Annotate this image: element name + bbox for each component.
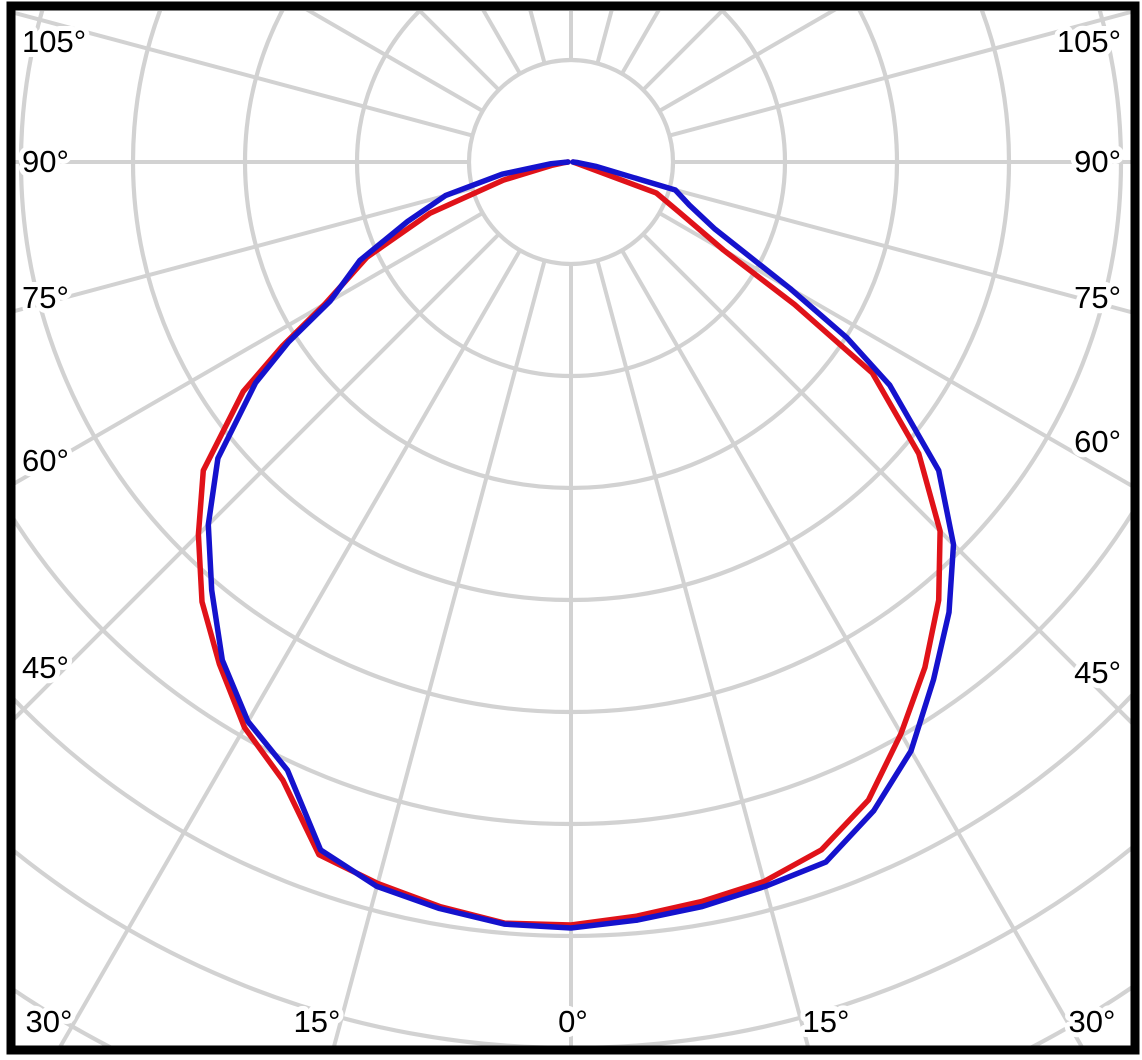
curve-blue (205, 159, 957, 931)
angle-label-left-75deg: 75° (22, 280, 69, 315)
angle-label-bottom-0deg: 0° (558, 1004, 588, 1039)
grid-spoke (658, 211, 1131, 488)
grid-spoke (669, 11, 1131, 138)
angle-label-left-60deg: 60° (22, 443, 69, 478)
grid-spoke (305, 11, 484, 113)
grid-spoke (641, 232, 1131, 725)
angle-label-right-90deg: 90° (1074, 144, 1121, 179)
angle-label-right-60deg: 60° (1074, 424, 1121, 459)
angle-label-bottom-30deg: 30° (26, 1004, 73, 1039)
grid-spoke (658, 11, 837, 113)
angle-label-right-45deg: 45° (1074, 655, 1121, 690)
angle-label-bottom-15deg: 15° (803, 1004, 850, 1039)
angle-label-bottom-15deg: 15° (294, 1004, 341, 1039)
grid-spoke (15, 232, 501, 721)
grid-spoke (15, 11, 473, 138)
chart-frame (6, 1, 1140, 1055)
grid-spoke (620, 249, 1084, 1046)
grid-spoke (332, 260, 547, 1046)
grid-spoke (669, 186, 1131, 315)
grid-spoke (15, 186, 473, 314)
angle-label-left-105deg: 105° (22, 24, 86, 59)
angle-label-left-45deg: 45° (22, 650, 69, 685)
angle-label-bottom-30deg: 30° (1069, 1004, 1116, 1039)
grid-spoke (595, 260, 810, 1046)
angle-label-right-75deg: 75° (1074, 280, 1121, 315)
angle-labels: 105° 90° 75° 60° 45° 105° 90° 75° 60° 45° 30° 15° 0°… (17, 19, 1126, 1044)
grid-spoke (15, 211, 484, 486)
angle-label-left-90deg: 90° (22, 144, 69, 179)
grid-spoke (58, 249, 522, 1046)
angle-label-right-105deg: 105° (1057, 24, 1121, 59)
